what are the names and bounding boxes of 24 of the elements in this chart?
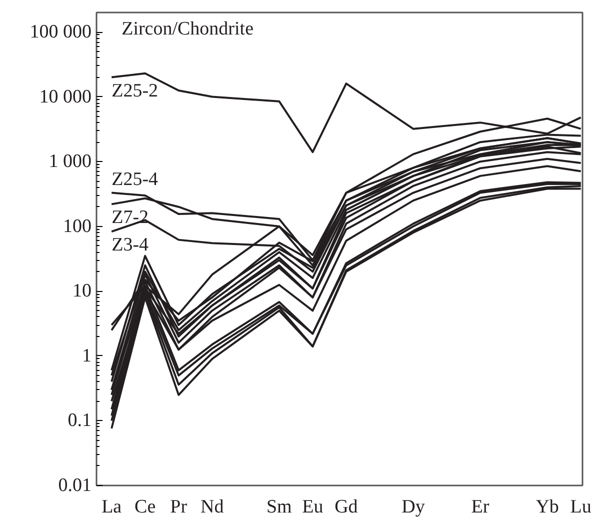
y-tick-label: 10 000 <box>39 86 92 108</box>
x-tick-label: Ce <box>134 496 156 518</box>
y-tick-label: 0.01 <box>58 475 92 496</box>
x-tick-label: Lu <box>570 496 592 518</box>
series-label: Z3-4 <box>112 234 150 256</box>
y-tick-label: 0.1 <box>68 410 92 432</box>
series-label: Z7-2 <box>112 207 149 228</box>
series-label: Z25-4 <box>112 168 159 190</box>
x-tick-label: Er <box>471 496 490 518</box>
chart-title: Zircon/Chondrite <box>122 18 254 40</box>
y-tick-label: 100 000 <box>30 22 92 42</box>
x-tick-label: Sm <box>266 496 292 518</box>
x-tick-label: La <box>102 496 122 518</box>
y-tick-label: 10 <box>72 280 92 302</box>
x-tick-label: Dy <box>402 496 426 518</box>
x-tick-label: Nd <box>200 496 224 518</box>
x-tick-label: Yb <box>536 496 559 518</box>
x-tick-label: Eu <box>302 496 324 518</box>
y-tick-label: 1 <box>82 345 92 366</box>
series-label: Z25-2 <box>112 80 158 102</box>
x-tick-label: Pr <box>170 496 188 518</box>
x-tick-label: Gd <box>334 496 358 518</box>
y-tick-label: 100 <box>63 216 92 237</box>
y-tick-label: 1 000 <box>48 151 92 172</box>
